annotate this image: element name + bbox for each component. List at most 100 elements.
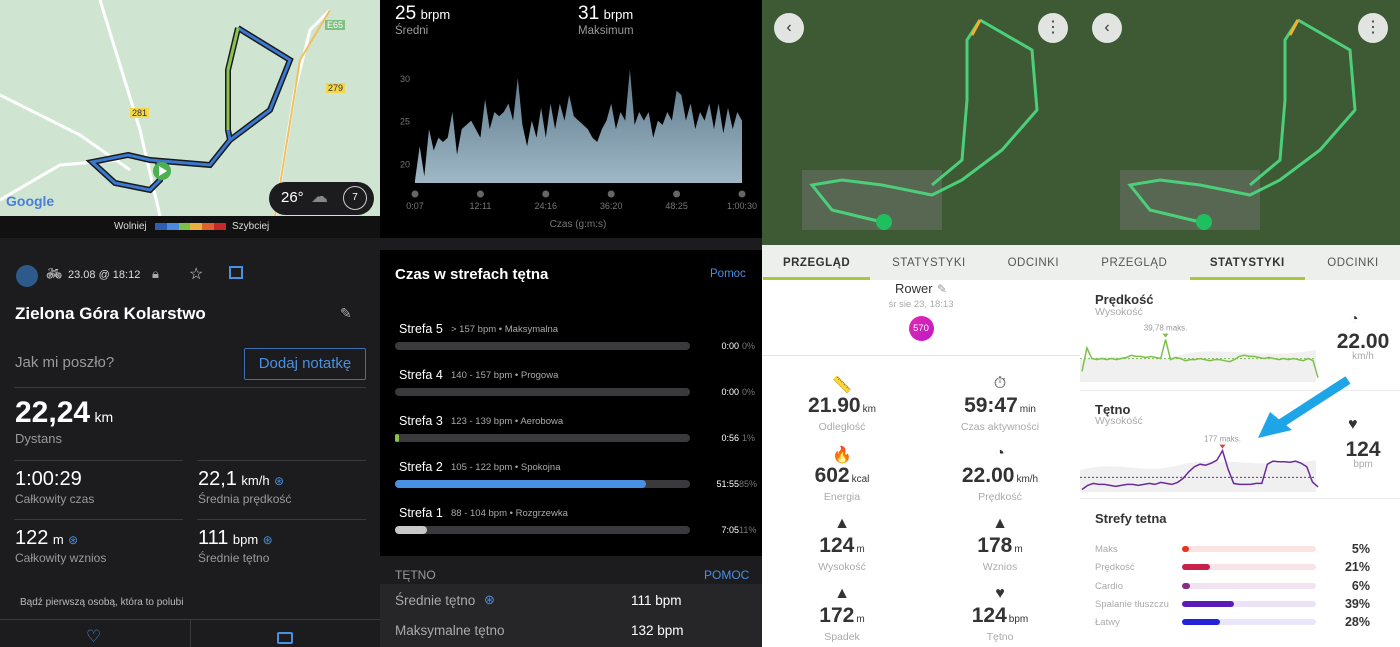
stat-unit: m <box>1014 544 1023 555</box>
stat-label: Odległość <box>818 421 866 433</box>
tab-overview[interactable]: PRZEGLĄD <box>1101 257 1168 269</box>
info-icon[interactable]: ⊛ <box>68 533 79 547</box>
stat-label: Czas aktywności <box>960 421 1040 433</box>
zone-bar <box>1182 582 1316 589</box>
stat-unit: bpm <box>1008 614 1029 625</box>
map-route <box>802 18 1039 230</box>
max-annotation: 177 maks. <box>1204 435 1241 444</box>
zone-pct: 39% <box>1344 596 1370 611</box>
zone-pct: 21% <box>1344 560 1370 575</box>
zone-bar <box>1182 564 1316 571</box>
descent-icon: ▲ <box>834 585 850 602</box>
series-line <box>1081 448 1319 491</box>
tab-overview[interactable]: PRZEGLĄD <box>762 245 871 280</box>
avg-cadence-unit: brpm <box>420 7 451 22</box>
back-button[interactable]: ‹ <box>774 13 804 43</box>
add-photo-icon[interactable] <box>229 266 243 279</box>
edit-pencil-icon[interactable]: ✎ <box>340 305 352 321</box>
zone-label: Maks <box>1095 544 1118 555</box>
speed-chart-subtitle: Wysokość <box>1095 306 1143 318</box>
zone-row: Strefa 1 88 - 104 bpm • Rozgrzewka 7:05 … <box>395 502 756 542</box>
legend-swatch <box>214 223 226 230</box>
stat-value: 178 <box>977 534 1013 557</box>
x-axis-label: Czas (g:m:s) <box>550 219 607 230</box>
series-line <box>1081 339 1319 378</box>
route-map[interactable]: 281 279 E65 Google 26° ☁ 7 <box>0 0 380 217</box>
edit-pencil-icon[interactable]: ✎ <box>936 282 948 296</box>
zone-range: > 157 bpm • Maksymalna <box>451 324 559 335</box>
suunto-statistics-panel: ‹ ⋮ PRZEGLĄD STATYSTYKI ODCINKI Prędkość… <box>1080 0 1400 647</box>
tss-badge: 570 <box>908 316 934 341</box>
more-options-button[interactable]: ⋮ <box>1038 13 1068 43</box>
hr-zone-row: Cardio 6% <box>1080 578 1400 594</box>
avg-hr-label: Średnie tętno <box>395 593 476 608</box>
tab-statistics[interactable]: STATYSTYKI <box>892 257 966 269</box>
x-tick-dot <box>542 190 550 198</box>
info-icon[interactable]: ⊛ <box>262 533 273 547</box>
stat-label: Całkowity czas <box>15 492 95 506</box>
stat-value: 602 <box>814 464 850 487</box>
x-tick-label: 36:20 <box>600 201 623 211</box>
hr-zone-row: Maks 5% <box>1080 542 1400 557</box>
tab-laps[interactable]: ODCINKI <box>1327 257 1379 269</box>
weather-widget[interactable]: 26° ☁ 7 <box>269 182 374 215</box>
zone-pct: 0% <box>741 341 755 351</box>
tab-laps[interactable]: ODCINKI <box>1007 257 1060 269</box>
back-button[interactable]: ‹ <box>1092 13 1122 43</box>
tab-statistics[interactable]: STATYSTYKI <box>1189 245 1305 280</box>
hr-value: 124 <box>1345 438 1381 461</box>
x-tick-dot <box>411 190 419 198</box>
like-heart-icon[interactable]: ♡ <box>86 627 102 646</box>
zone-pct: 1% <box>741 433 755 443</box>
max-cadence-label: Maksimum <box>578 25 634 37</box>
zone-name: Strefa 3 <box>399 414 443 428</box>
speed-chart-title: Prędkość <box>1095 292 1154 307</box>
zone-bar-fill <box>395 526 428 534</box>
info-icon[interactable]: ⊛ <box>274 474 285 488</box>
zone-time: 0:00 <box>721 387 739 397</box>
stat-tile: 22,1 km/h ⊛ Średnia prędkość <box>198 468 291 506</box>
stat-label: Spadek <box>824 631 860 643</box>
avatar[interactable] <box>16 265 38 287</box>
legend-swatch <box>190 223 203 230</box>
zones-help-link[interactable]: Pomoc <box>710 268 746 280</box>
cadence-chart[interactable]: 20 25 30 0:07 12:11 24:16 36:20 48:25 1:00:30 Cza… <box>380 0 762 235</box>
legend-swatch <box>178 223 191 230</box>
suunto-overview-panel: ‹ ⋮ PRZEGLĄD STATYSTYKI ODCINKI Rower ✎ … <box>762 0 1080 647</box>
hr-zones-title: Strefy tetna <box>1095 511 1167 526</box>
speed-chart[interactable]: 39,78 maks. <box>1080 320 1320 385</box>
zone-bar <box>1182 546 1316 552</box>
stat-label: Średnia prędkość <box>198 492 292 506</box>
stat-tile: ◔ 22.00 km/h Prędkość <box>925 445 1075 503</box>
stat-label: Wznios <box>982 561 1018 573</box>
stat-label: Średnie tętno <box>198 551 270 565</box>
mountain-icon: ▲ <box>834 515 850 532</box>
info-icon[interactable]: ⊛ <box>484 592 495 607</box>
cadence-area <box>415 69 742 183</box>
add-note-button[interactable]: Dodaj notatkę <box>244 348 366 380</box>
hr-zone-row: Łatwy 28% <box>1080 615 1400 630</box>
satellite-map[interactable]: ‹ ⋮ <box>762 0 1080 245</box>
speed-legend: Wolniej Szybciej <box>0 216 380 238</box>
zone-bar <box>395 434 690 442</box>
zone-pct: 85% <box>739 479 758 489</box>
stat-tile: 📏 21.90 km Odległość <box>767 375 917 433</box>
satellite-map[interactable]: ‹ ⋮ <box>1080 0 1400 245</box>
zone-label: Łatwy <box>1095 617 1120 629</box>
stat-tile: 111 bpm ⊛ Średnie tętno <box>198 527 273 565</box>
zone-pct: 6% <box>1351 578 1370 593</box>
activity-date: śr sie 23, 18:13 <box>888 299 954 310</box>
more-options-button[interactable]: ⋮ <box>1358 13 1388 43</box>
legend-swatch <box>166 223 179 230</box>
zone-label: Prędkość <box>1095 562 1135 574</box>
zone-bar-fill <box>1182 600 1235 607</box>
comment-icon[interactable] <box>277 632 293 644</box>
hr-help-link[interactable]: POMOC <box>704 568 750 582</box>
stat-label: Energia <box>823 491 861 503</box>
star-icon[interactable]: ☆ <box>189 266 204 283</box>
zone-bar-fill <box>395 480 646 488</box>
hr-chart[interactable]: 177 maks. <box>1080 430 1320 495</box>
zone-name: Strefa 2 <box>399 460 443 474</box>
y-tick-label: 25 <box>400 117 410 127</box>
lock-icon[interactable]: 🔒︎ <box>152 266 159 281</box>
